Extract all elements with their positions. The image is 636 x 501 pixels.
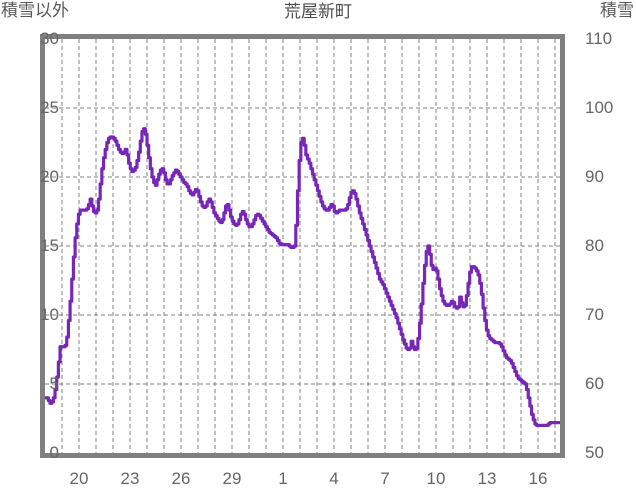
left-axis-unit-label: 積雪以外 — [1, 1, 69, 20]
y-axis-left-tick: 5 — [49, 374, 59, 393]
y-axis-left-tick: 30 — [40, 29, 59, 48]
plot-area — [45, 39, 560, 453]
x-axis-tick: 10 — [426, 469, 446, 488]
y-axis-left-tick: 20 — [40, 167, 59, 186]
x-axis-tick: 1 — [278, 469, 288, 488]
x-axis-tick: 29 — [222, 469, 242, 488]
page-title: 荒屋新町 — [284, 2, 352, 21]
y-axis-right-tick: 60 — [585, 374, 604, 393]
x-axis-tick: 4 — [329, 469, 339, 488]
y-axis-left-tick: 25 — [40, 98, 59, 117]
x-axis-tick: 16 — [528, 469, 548, 488]
data-series-line — [45, 127, 560, 427]
x-axis-tick: 20 — [69, 469, 89, 488]
plot-frame — [40, 34, 565, 458]
x-axis-tick: 23 — [120, 469, 140, 488]
y-axis-right-tick: 50 — [585, 443, 604, 462]
y-axis-right-tick: 70 — [585, 305, 604, 324]
x-axis-tick: 13 — [477, 469, 497, 488]
right-axis-unit-label: 積雪 — [600, 1, 634, 20]
x-axis-tick: 7 — [380, 469, 390, 488]
y-axis-left-tick: 10 — [40, 305, 59, 324]
x-axis-tick: 26 — [171, 469, 191, 488]
y-axis-right-tick: 110 — [585, 29, 613, 48]
y-axis-left-tick: 15 — [40, 236, 59, 255]
y-axis-right-tick: 80 — [585, 236, 604, 255]
grid-lines — [45, 39, 560, 453]
y-axis-right-tick: 100 — [585, 98, 614, 117]
series-lines — [45, 127, 560, 427]
y-axis-left-tick: 0 — [49, 443, 59, 462]
y-axis-right-tick: 90 — [585, 167, 604, 186]
